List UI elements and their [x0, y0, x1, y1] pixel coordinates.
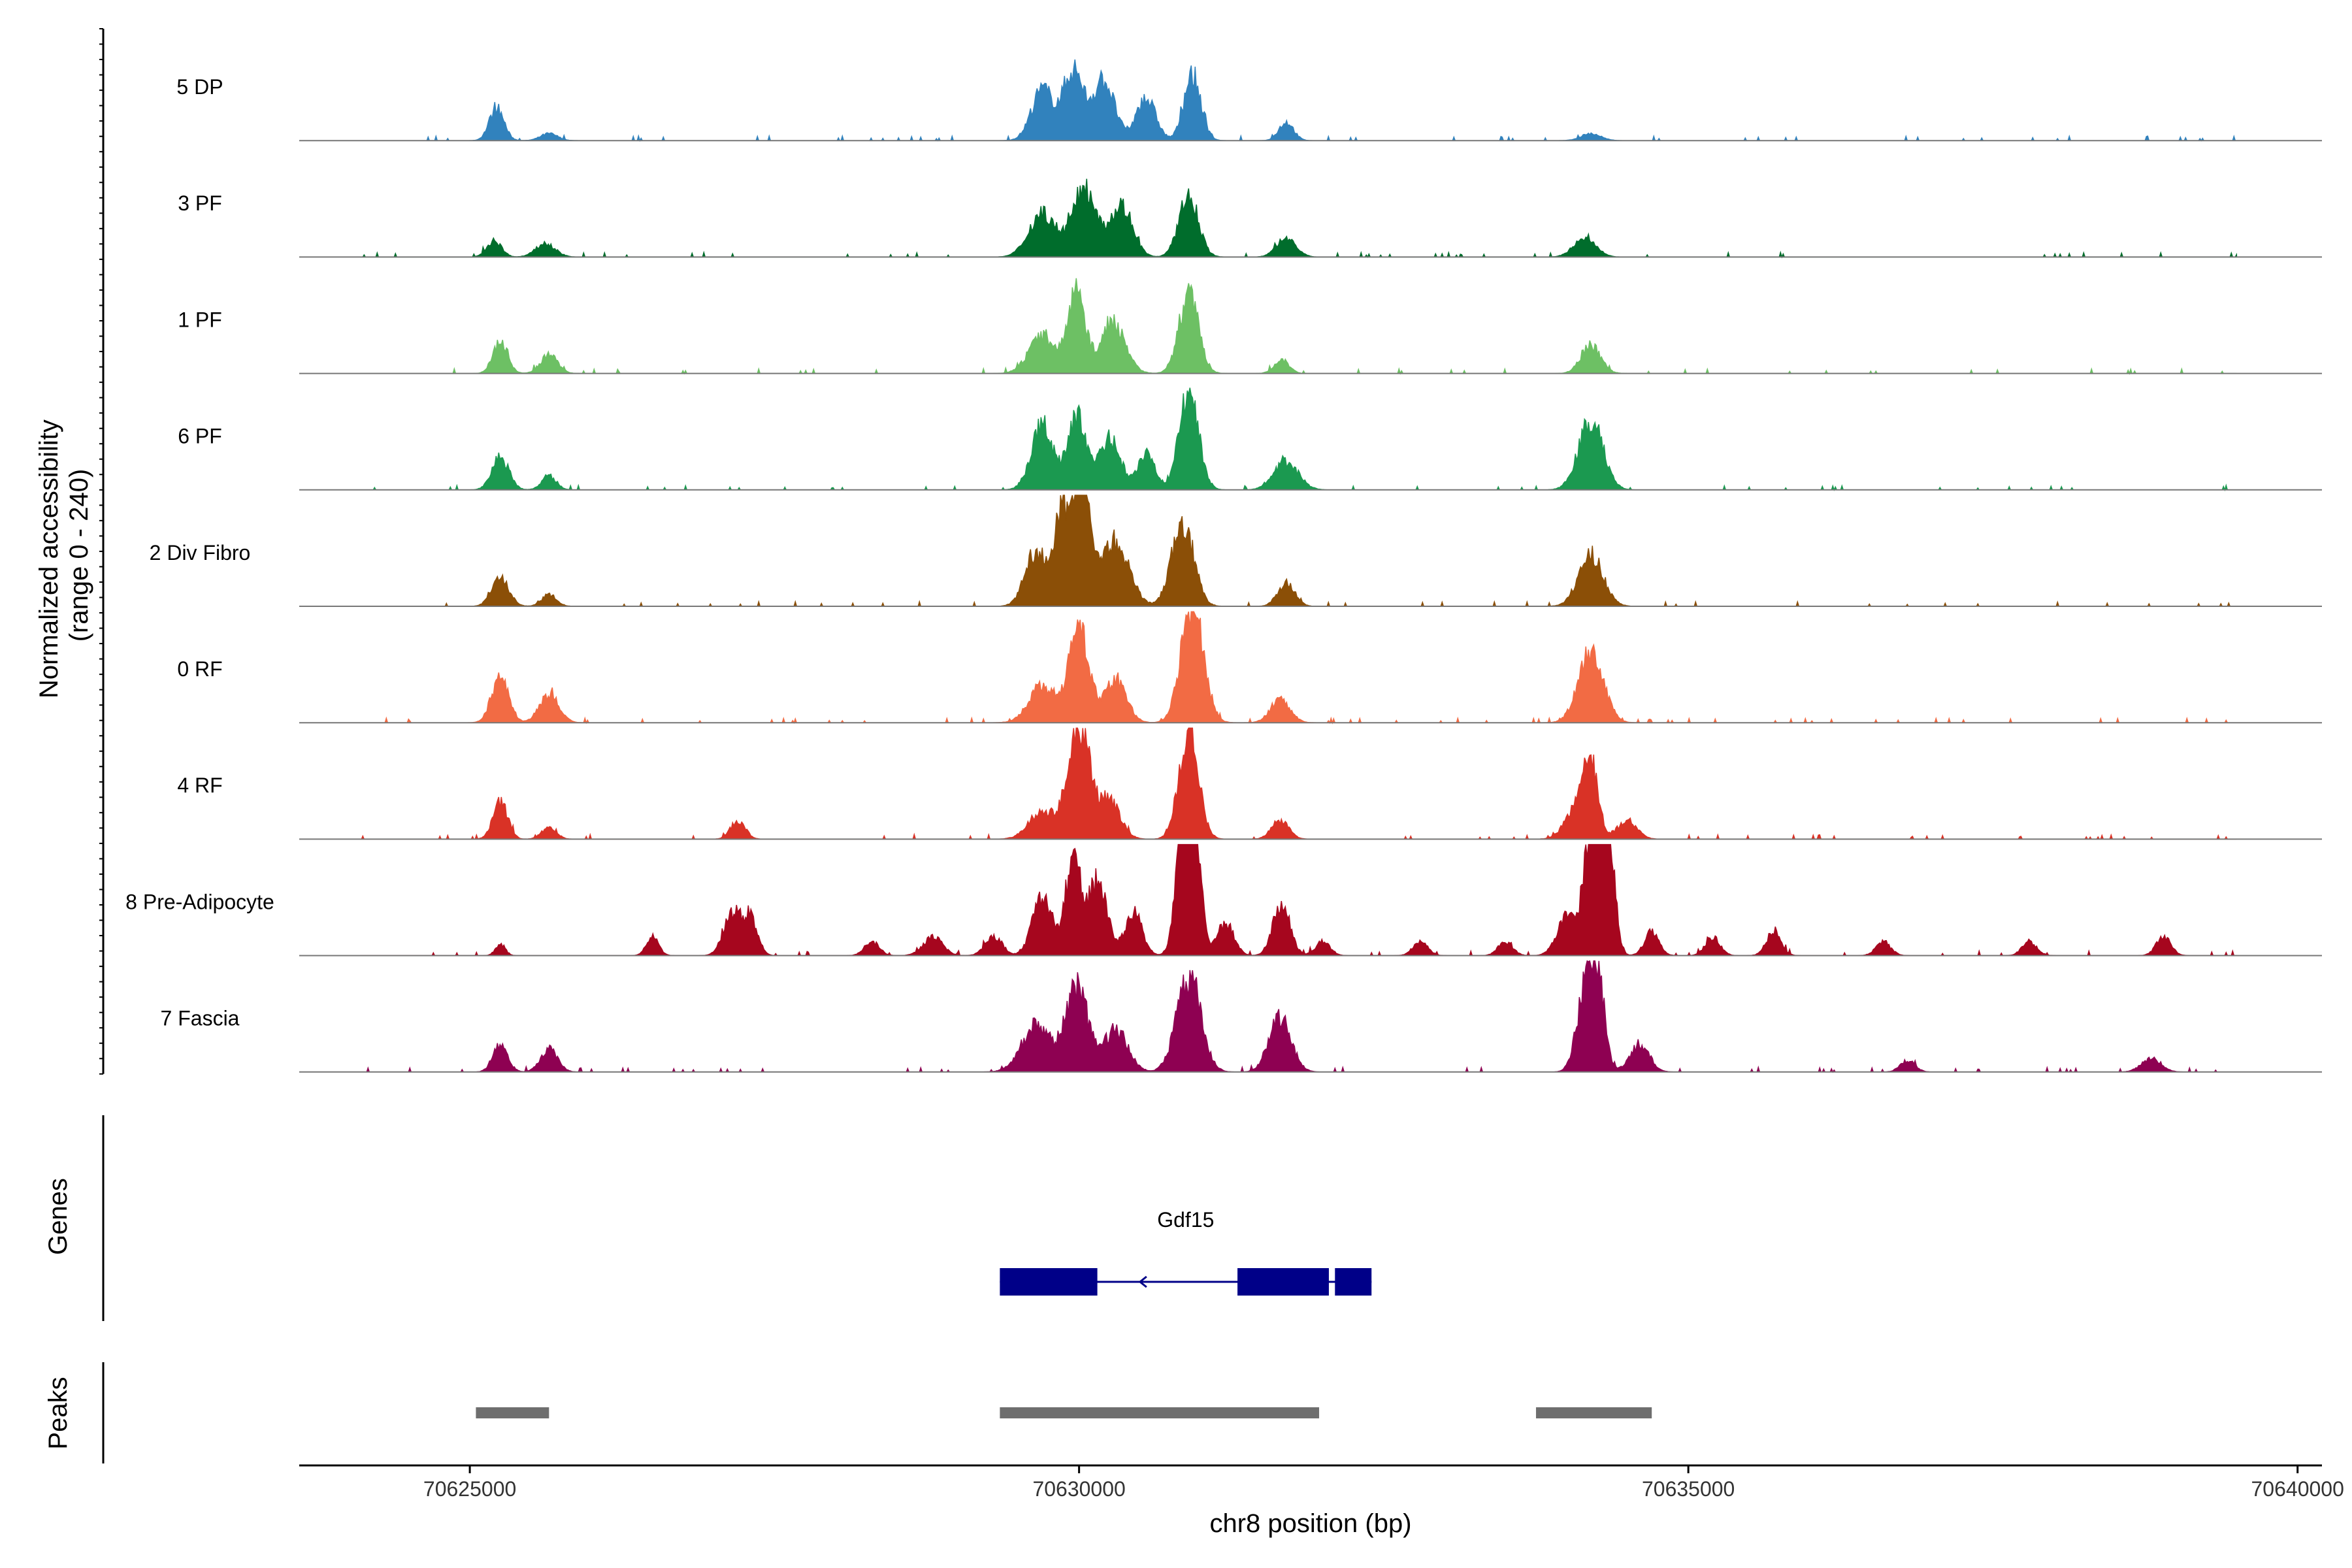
track-labels: 5 DP 3 PF 1 PF 6 PF 2 Div Fibro 0 RF 4 RF 8 Pre…: [125, 75, 274, 1030]
track-4-rf: [299, 727, 2322, 840]
gene-exon: [1237, 1268, 1329, 1296]
track-6-pf: [299, 387, 2322, 492]
track-7-fascia: [299, 960, 2322, 1073]
gene-models: Gdf15: [1000, 1208, 1372, 1296]
x-axis: 70625000 70630000 70635000 70640000 chr8 po…: [299, 1464, 2344, 1538]
x-tick-label: 70630000: [1032, 1477, 1125, 1501]
x-tick-label: 70625000: [423, 1477, 516, 1501]
track-label-4-rf: 4 RF: [177, 774, 222, 797]
coverage-area-3-pf: [360, 178, 2238, 259]
coverage-area-6-pf: [360, 387, 2237, 492]
genes-track-label: Genes: [44, 1178, 73, 1255]
track-0-rf: [299, 611, 2322, 725]
coverage-area-0-rf: [360, 611, 2237, 725]
peaks-panel: Peaks: [44, 1362, 1652, 1463]
coverage-area-7-fascia: [360, 960, 2237, 1073]
coverage-area-8-pre-adipocyte: [360, 843, 2237, 956]
track-label-0-rf: 0 RF: [177, 657, 222, 681]
y-axis-label-line-1: Normalized accessibility: [35, 419, 63, 698]
x-axis-label: chr8 position (bp): [1209, 1509, 1411, 1538]
y-axis-label-line-2: (range 0 - 240): [65, 469, 93, 642]
peak-region: [1000, 1407, 1320, 1418]
peak-region: [476, 1407, 549, 1418]
track-1-pf: [299, 278, 2322, 375]
gene-exon: [1335, 1268, 1372, 1296]
track-8-pre-adipocyte: [299, 843, 2322, 956]
peak-regions: [476, 1407, 1652, 1418]
x-tick-label: 70635000: [1642, 1477, 1735, 1501]
track-3-pf: [299, 178, 2322, 259]
coverage-area-1-pf: [360, 278, 2237, 375]
track-label-1-pf: 1 PF: [178, 308, 222, 331]
coverage-area-4-rf: [360, 727, 2237, 840]
genes-panel: Genes Gdf15: [44, 1115, 1372, 1321]
y-axis: [99, 28, 105, 1075]
gene-gdf15: Gdf15: [1000, 1208, 1372, 1296]
coverage-tracks: [299, 59, 2322, 1073]
coverage-area-2-div-fibro: [360, 495, 2237, 607]
track-label-6-pf: 6 PF: [178, 425, 222, 448]
track-label-7-fascia: 7 Fascia: [161, 1007, 240, 1030]
strand-arrow-icon: [1138, 1275, 1147, 1288]
x-ticks: 70625000 70630000 70635000 70640000: [423, 1465, 2344, 1501]
track-label-2-div-fibro: 2 Div Fibro: [150, 541, 251, 564]
coverage-area-5-dp: [360, 59, 2237, 142]
peaks-track-label: Peaks: [44, 1377, 73, 1449]
peak-region: [1536, 1407, 1652, 1418]
track-label-5-dp: 5 DP: [176, 75, 223, 99]
track-label-3-pf: 3 PF: [178, 191, 222, 215]
track-5-dp: [299, 59, 2322, 142]
y-axis-label: Normalized accessibility (range 0 - 240): [35, 412, 93, 698]
x-tick-label: 70640000: [2251, 1477, 2344, 1501]
gene-label: Gdf15: [1157, 1208, 1214, 1232]
track-2-div-fibro: [299, 495, 2322, 607]
track-label-8-pre-adipocyte: 8 Pre-Adipocyte: [125, 890, 274, 913]
gene-exon: [1000, 1268, 1098, 1296]
